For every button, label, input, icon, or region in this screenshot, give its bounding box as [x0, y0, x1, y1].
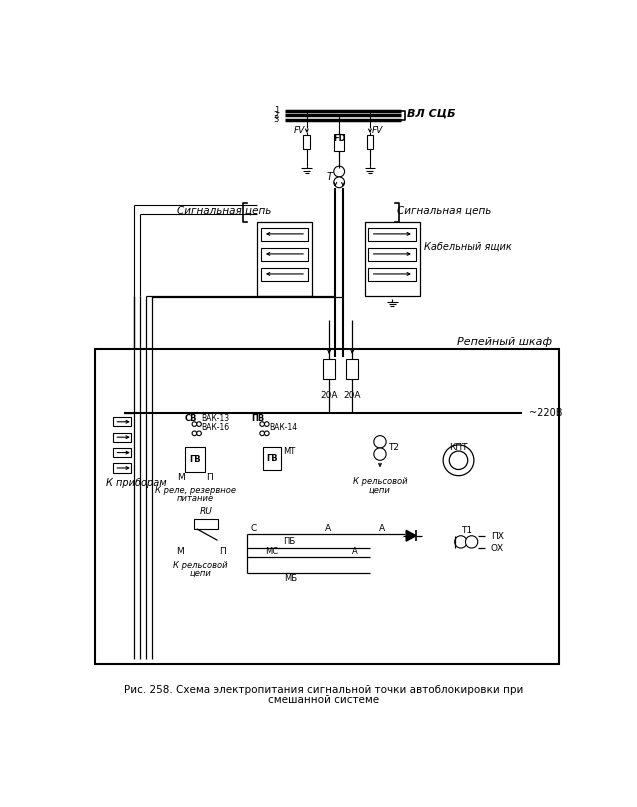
Text: М: М: [178, 474, 185, 483]
Text: К рельсовой: К рельсовой: [173, 561, 228, 570]
Bar: [95, 349, 559, 663]
Text: МС: МС: [266, 546, 279, 556]
Bar: [323, 358, 335, 378]
Bar: [366, 136, 373, 149]
Bar: [261, 228, 308, 240]
Text: М: М: [176, 546, 183, 556]
Text: К рельсовой: К рельсовой: [353, 477, 407, 487]
Bar: [346, 358, 359, 378]
Circle shape: [374, 448, 386, 460]
Text: ВЛ СЦБ: ВЛ СЦБ: [407, 109, 456, 119]
Text: Т: Т: [326, 172, 332, 182]
Text: цепи: цепи: [190, 569, 211, 578]
Bar: [303, 136, 310, 149]
Circle shape: [443, 445, 474, 475]
Text: А: А: [352, 546, 357, 556]
Bar: [261, 268, 308, 281]
Bar: [368, 248, 416, 261]
Text: К реле, резервное: К реле, резервное: [155, 486, 236, 495]
Text: питание: питание: [176, 494, 214, 504]
Bar: [113, 448, 131, 458]
Text: Репейный шкаф: Репейный шкаф: [457, 337, 552, 347]
Bar: [113, 463, 131, 473]
Bar: [257, 222, 312, 295]
Text: FV: FV: [372, 126, 383, 136]
Text: ПВ: ПВ: [252, 414, 265, 423]
Text: RU: RU: [199, 508, 212, 516]
Circle shape: [192, 422, 197, 426]
Text: 2: 2: [274, 111, 279, 119]
Bar: [334, 134, 344, 151]
Bar: [113, 417, 131, 426]
Text: Кабельный ящик: Кабельный ящик: [424, 241, 512, 251]
Circle shape: [197, 422, 201, 426]
Text: цепи: цепи: [369, 486, 391, 495]
Text: 1: 1: [274, 107, 279, 115]
Text: ВАК-13: ВАК-13: [201, 414, 229, 423]
Bar: [364, 222, 420, 295]
Bar: [261, 248, 308, 261]
Circle shape: [260, 422, 264, 426]
Text: ~220В: ~220В: [529, 408, 563, 417]
Text: МБ: МБ: [284, 574, 297, 583]
Circle shape: [374, 436, 386, 448]
Text: ГВ: ГВ: [189, 455, 201, 464]
Text: С: С: [250, 524, 257, 533]
Bar: [368, 228, 416, 240]
Bar: [194, 519, 217, 529]
Text: FV: FV: [294, 126, 304, 136]
Text: ВАК-14: ВАК-14: [269, 424, 297, 433]
Text: ПХ: ПХ: [491, 532, 504, 541]
Text: П: П: [206, 474, 212, 483]
Circle shape: [264, 431, 269, 436]
Text: Т1: Т1: [461, 526, 472, 535]
Text: П: П: [220, 546, 226, 556]
Text: А: А: [325, 524, 331, 533]
Bar: [113, 433, 131, 441]
Circle shape: [334, 177, 345, 188]
Circle shape: [455, 536, 467, 548]
Text: Т2: Т2: [389, 444, 399, 453]
Circle shape: [192, 431, 197, 436]
Text: КПТ: КПТ: [449, 443, 468, 452]
Circle shape: [264, 422, 269, 426]
Bar: [185, 447, 205, 472]
Text: 3: 3: [274, 115, 279, 124]
Text: ВАК-16: ВАК-16: [201, 424, 229, 433]
Text: К приборам: К приборам: [106, 479, 166, 488]
Text: СВ: СВ: [184, 414, 197, 423]
Text: Рис. 258. Схема электропитания сигнальной точки автоблокировки при: Рис. 258. Схема электропитания сигнально…: [124, 685, 524, 695]
Circle shape: [449, 451, 468, 470]
Text: А: А: [378, 524, 385, 533]
Text: FD: FD: [333, 134, 345, 143]
Circle shape: [334, 166, 345, 177]
Text: Сигнальная цепь: Сигнальная цепь: [178, 206, 272, 215]
Text: 20А: 20А: [320, 391, 338, 400]
Text: 20А: 20А: [343, 391, 361, 400]
Bar: [368, 268, 416, 281]
Circle shape: [466, 536, 478, 548]
Text: МТ: МТ: [283, 446, 295, 455]
Bar: [263, 447, 282, 470]
Text: ПБ: ПБ: [283, 537, 295, 546]
Circle shape: [197, 431, 201, 436]
Text: Сигнальная цепь: Сигнальная цепь: [397, 206, 491, 215]
Text: смешанной системе: смешанной системе: [268, 695, 379, 705]
Circle shape: [260, 431, 264, 436]
Text: ОХ: ОХ: [491, 545, 504, 554]
Polygon shape: [406, 530, 416, 541]
Text: ГВ: ГВ: [266, 454, 278, 463]
